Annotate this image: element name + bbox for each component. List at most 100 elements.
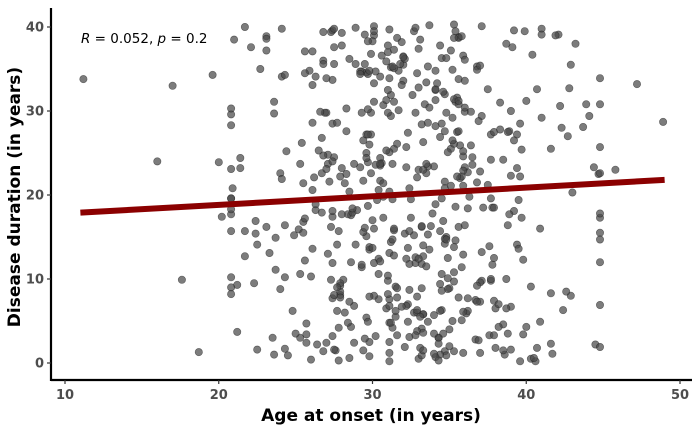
data-point [368,216,377,225]
data-point [445,342,454,351]
data-point [414,254,423,263]
data-point [359,176,368,185]
data-point [417,222,426,231]
data-point [417,284,426,293]
data-point [494,322,503,331]
data-point [227,227,236,236]
data-point [376,257,385,266]
data-point [502,304,511,313]
data-point [214,158,223,167]
data-point [453,172,462,181]
data-point [385,348,394,357]
data-point [399,53,408,62]
data-point [345,353,354,362]
data-point [326,275,335,284]
data-point [414,83,423,92]
annotation-p-eq: = [166,31,186,47]
data-point [333,306,342,315]
data-point [363,37,372,46]
data-point [489,331,498,340]
data-point [317,208,326,217]
data-point [579,123,588,132]
data-point [465,192,474,201]
data-point [308,47,317,56]
data-point [194,348,203,357]
data-point [240,227,249,236]
data-point [477,22,486,31]
data-point [308,244,317,253]
data-point [466,107,475,116]
data-point [319,151,328,160]
data-point [426,222,435,231]
data-point [319,59,328,68]
data-point [227,194,236,203]
data-point [306,272,315,281]
data-point [351,240,360,249]
data-point [240,22,249,31]
data-point [488,260,497,269]
data-point [280,221,289,230]
data-point [459,166,468,175]
data-point [445,325,454,334]
data-point [595,300,604,309]
data-point [422,159,431,168]
data-point [436,227,445,236]
data-point [503,329,512,338]
data-point [459,348,468,357]
data-point [79,75,88,84]
data-point [385,74,394,83]
data-point [328,157,337,166]
data-point [334,356,343,365]
data-point [342,104,351,113]
data-point [496,125,505,134]
data-point [227,165,236,174]
data-point [330,290,339,299]
data-point [323,249,332,258]
data-point [345,54,354,63]
data-point [419,346,428,355]
data-point [365,292,374,301]
data-point [402,163,411,172]
data-point [529,353,538,362]
data-point [217,212,226,221]
data-point [328,258,337,267]
data-point [363,317,372,326]
data-point [474,336,483,345]
data-point [532,343,541,352]
data-point [436,41,445,50]
data-point [449,33,458,42]
data-point [374,269,383,278]
data-point [357,108,366,117]
data-point [516,357,525,366]
data-point [366,49,375,58]
data-point [393,139,402,148]
data-point [325,177,334,186]
data-point [236,154,245,163]
data-point [153,157,162,166]
data-point [233,327,242,336]
annotation-sep: , [149,31,158,47]
data-point [423,230,432,239]
data-point [528,50,537,59]
annotation-r-label: R [81,31,90,47]
data-point [423,62,432,71]
data-point [345,297,354,306]
data-point [595,342,604,351]
data-point [383,41,392,50]
data-point [268,333,277,342]
data-point [563,132,572,141]
data-point [411,331,420,340]
data-point [280,70,289,79]
data-point [632,80,641,89]
data-point [333,240,342,249]
data-point [383,108,392,117]
data-point [403,317,412,326]
data-point [308,118,317,127]
data-point [236,164,245,173]
data-point [476,167,485,176]
data-point [463,294,472,303]
data-point [443,274,452,283]
data-point [489,203,498,212]
data-point [429,329,438,338]
